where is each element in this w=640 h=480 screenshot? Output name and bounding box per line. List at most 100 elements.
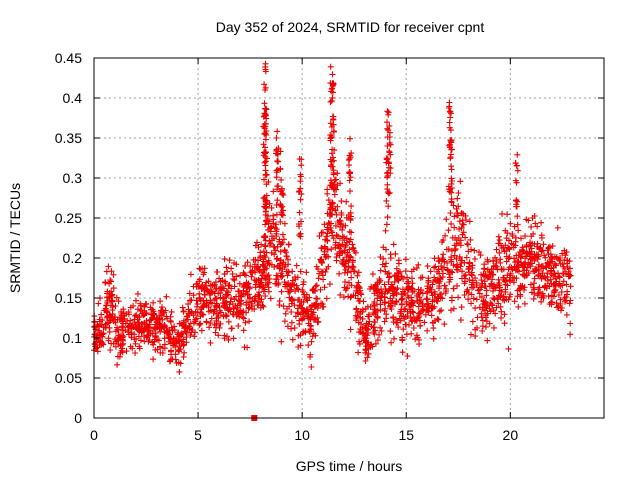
data-point: [514, 287, 521, 294]
data-point: [348, 268, 355, 275]
data-point: [404, 287, 411, 293]
data-point: [262, 205, 269, 212]
data-point: [435, 266, 442, 273]
data-point: [131, 336, 138, 343]
data-point: [280, 303, 287, 310]
data-point: [112, 343, 119, 350]
y-tick-label: 0.25: [55, 210, 82, 226]
data-point: [103, 314, 110, 321]
data-point: [338, 221, 345, 228]
data-point: [181, 317, 187, 324]
data-point: [329, 154, 336, 161]
data-point: [205, 304, 212, 311]
data-point: [451, 252, 458, 259]
data-point: [316, 233, 323, 240]
data-point: [535, 290, 542, 297]
data-point: [331, 147, 338, 154]
data-point: [448, 256, 454, 263]
data-point: [400, 291, 407, 298]
data-point: [526, 261, 533, 268]
data-point: [368, 341, 375, 348]
data-point: [329, 80, 336, 87]
data-point: [511, 298, 518, 305]
data-point: [503, 258, 510, 265]
data-point: [555, 292, 562, 298]
data-point: [338, 198, 345, 205]
data-point: [132, 321, 139, 328]
data-point: [522, 233, 528, 240]
data-point: [399, 295, 406, 302]
data-point: [157, 328, 164, 335]
data-point: [390, 314, 397, 321]
data-point: [352, 312, 359, 319]
data-point: [296, 321, 303, 328]
data-point: [498, 266, 505, 273]
data-point: [460, 221, 467, 228]
data-point: [385, 287, 392, 294]
data-point: [328, 134, 335, 141]
data-point: [211, 281, 218, 288]
data-point: [230, 276, 237, 282]
data-point: [278, 176, 285, 183]
data-point: [454, 195, 461, 202]
data-point: [258, 296, 265, 303]
data-point: [552, 281, 559, 288]
data-point: [261, 242, 268, 249]
data-point: [513, 203, 520, 210]
data-point: [484, 337, 491, 344]
data-point: [382, 299, 389, 306]
data-point: [95, 323, 102, 330]
data-point: [167, 335, 174, 342]
data-point: [519, 251, 525, 258]
data-point: [514, 151, 521, 158]
data-point: [197, 298, 204, 304]
data-point: [262, 233, 269, 240]
data-point: [113, 294, 120, 301]
data-point: [262, 243, 269, 250]
data-point: [240, 327, 247, 334]
data-point: [138, 337, 144, 344]
data-point: [273, 150, 279, 157]
data-point: [321, 221, 328, 228]
data-point: [260, 284, 267, 290]
data-point: [279, 190, 286, 197]
data-point: [539, 270, 546, 277]
data-point: [514, 221, 521, 228]
data-point: [377, 277, 384, 284]
data-point: [315, 266, 321, 273]
data-point: [273, 174, 280, 181]
data-point: [289, 296, 296, 303]
data-point: [329, 89, 336, 96]
data-point: [492, 254, 499, 261]
data-point: [401, 315, 408, 322]
data-point: [233, 261, 240, 268]
data-point: [527, 281, 534, 288]
data-point: [404, 274, 411, 281]
data-point: [336, 242, 343, 248]
data-point: [514, 259, 521, 266]
data-point: [255, 295, 262, 302]
data-point: [213, 285, 220, 292]
data-point: [136, 343, 143, 350]
y-tick-label: 0.35: [55, 130, 82, 146]
data-point: [448, 198, 455, 205]
data-point: [132, 350, 139, 356]
data-point: [505, 345, 512, 352]
data-point: [531, 280, 537, 287]
data-point: [469, 318, 476, 325]
data-point: [252, 293, 259, 300]
data-point: [431, 317, 438, 324]
data-point: [106, 295, 113, 301]
data-point: [308, 338, 315, 345]
data-point: [265, 226, 271, 233]
data-point: [430, 335, 437, 342]
data-point: [382, 227, 389, 234]
data-point: [428, 312, 435, 319]
data-point: [231, 296, 238, 303]
data-point: [331, 181, 338, 188]
data-point: [312, 316, 319, 322]
data-point: [285, 261, 292, 268]
data-point: [274, 263, 281, 270]
data-point: [404, 280, 410, 287]
data-point: [228, 325, 235, 332]
